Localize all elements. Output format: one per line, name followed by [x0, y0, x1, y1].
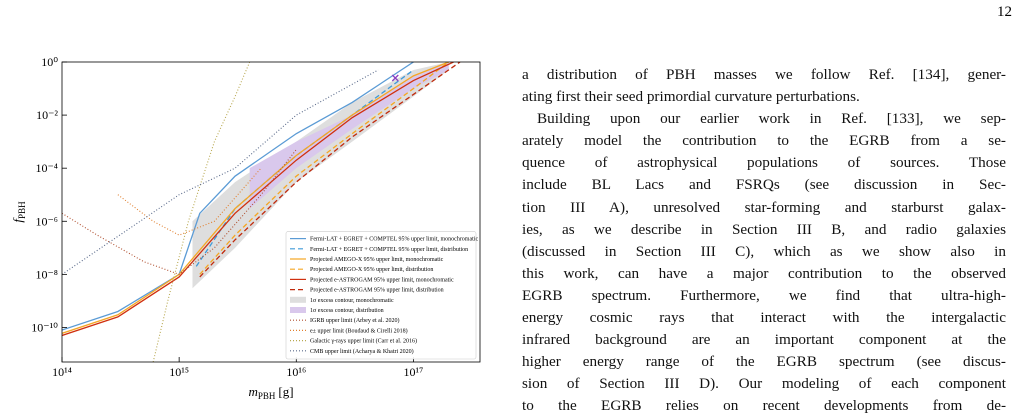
- y-tick-label: 10⁻⁴: [35, 161, 58, 175]
- curve: [62, 62, 454, 337]
- legend-label: IGRB upper limit (Arbey et al. 2020): [310, 317, 399, 324]
- x-label-unit: [g]: [278, 384, 293, 399]
- curve: [199, 62, 461, 278]
- text-line: ies, as we describe in Section III B, an…: [522, 220, 1006, 238]
- y-axis-label: fPBH: [10, 201, 27, 223]
- curve: [199, 62, 450, 275]
- text-column: a distribution of PBH masses we follow R…: [522, 64, 1006, 418]
- axes-frame: [61, 61, 481, 363]
- legend-swatch: [290, 307, 306, 313]
- page-number: 12: [997, 4, 1012, 20]
- curve: [62, 62, 414, 331]
- text-line: sion of Section III D). Our modeling of …: [522, 375, 1006, 393]
- x-tick-label: 10¹⁴: [52, 365, 72, 379]
- y-tick-label: 10⁻²: [36, 108, 58, 122]
- legend-label: 1σ excess contour, distribution: [310, 308, 384, 314]
- x-label-subscript: PBH: [258, 391, 276, 401]
- text-line: energy cosmic rays that interact with th…: [522, 309, 1006, 327]
- legend-label: CMB upper limit (Acharya & Khatri 2020): [310, 348, 414, 355]
- legend-box: [285, 231, 477, 360]
- plot-area: [62, 62, 461, 362]
- band: [192, 62, 449, 289]
- text-line: a distribution of PBH masses we follow R…: [522, 66, 1006, 83]
- text-line: (discussed in Section III C), which as w…: [522, 242, 1006, 260]
- y-label-symbol: f: [10, 217, 25, 223]
- text-line: tion III A), unresolved star-forming and…: [522, 198, 1006, 216]
- text-line: to the EGRB relies on recent development…: [522, 397, 1006, 415]
- text-line: infrared background are an important com…: [522, 331, 1006, 349]
- text-line: this work, can have a major contribution…: [522, 264, 1006, 282]
- text-line: arately model the contribution to the EG…: [522, 132, 1006, 150]
- y-label-subscript: PBH: [17, 201, 27, 219]
- legend-label: Projected e-ASTROGAM 95% upper limit, mo…: [310, 277, 454, 283]
- x-tick-label: 10¹⁷: [404, 365, 424, 379]
- legend-label: 1σ excess contour, monochromatic: [310, 298, 394, 304]
- legend-label: Projected AMEGO-X 95% upper limit, distr…: [310, 267, 433, 273]
- text-line: Building upon our earlier work in Ref. […: [537, 110, 1006, 128]
- x-tick-label: 10¹⁶: [286, 365, 306, 379]
- y-tick-label: 10⁻⁶: [35, 214, 58, 228]
- text-line: higher energy range of the EGRB spectrum…: [522, 353, 1006, 371]
- x-label-symbol: m: [248, 384, 257, 399]
- legend-label: Projected e-ASTROGAM 95% upper limit, di…: [310, 288, 444, 294]
- legend-label: e± upper limit (Boudaud & Cirelli 2018): [310, 327, 408, 334]
- band: [249, 62, 449, 209]
- y-tick-label: 10⁻⁸: [35, 267, 58, 281]
- legend-label: Fermi-LAT + EGRET + COMPTEL 95% upper li…: [310, 237, 478, 243]
- text-line: include BL Lacs and FSRQs (see discussio…: [522, 176, 1006, 194]
- curve: [62, 62, 449, 334]
- text-line: EGRB spectrum. Furthermore, we find that…: [522, 286, 1006, 304]
- text-line: quence of astrophysical populations of s…: [522, 154, 1006, 172]
- figure: 10¹⁴ 10¹⁵ 10¹⁶ 10¹⁷ 10⁰ 10⁻² 10⁻⁴ 10⁻⁶ 10⁻⁸ 10⁻¹⁰…: [10, 55, 481, 401]
- legend-swatch: [290, 296, 306, 303]
- curve: [117, 167, 262, 236]
- legend-label: Galactic γ-rays upper limit (Carr et al.…: [310, 338, 417, 345]
- y-tick-label: 10⁻¹⁰: [31, 320, 58, 334]
- curve: [62, 69, 379, 275]
- curve: [152, 62, 251, 362]
- x-axis-label: mPBH [g]: [248, 384, 293, 401]
- curve: [62, 149, 297, 275]
- marker: [391, 74, 399, 82]
- y-tick-label: 10⁰: [41, 55, 58, 69]
- x-tick-label: 10¹⁵: [169, 365, 189, 379]
- legend-label: Fermi-LAT + EGRET + COMPTEL 95% upper li…: [310, 247, 468, 253]
- curve: [195, 69, 414, 267]
- legend-label: Projected AMEGO-X 95% upper limit, monoc…: [310, 257, 444, 263]
- text-line: ating first their seed primordial curvat…: [522, 88, 860, 106]
